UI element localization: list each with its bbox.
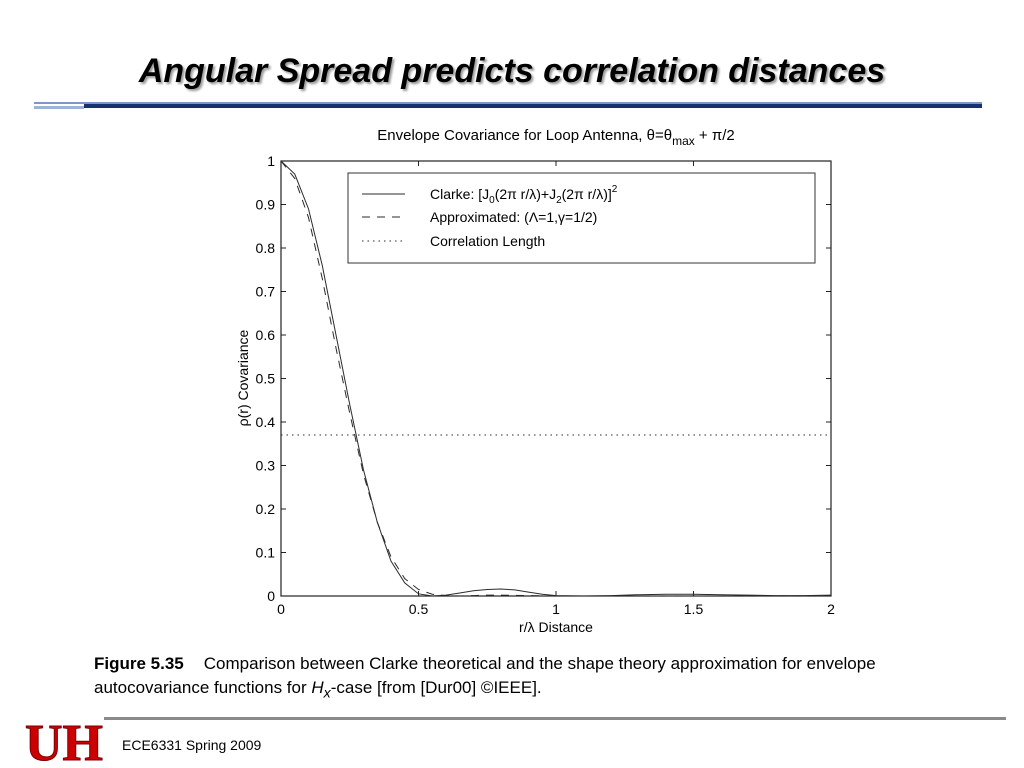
y-tick-label: 0.4	[256, 414, 276, 430]
y-tick-label: 0.8	[256, 240, 276, 256]
uh-logo: UH	[25, 715, 104, 768]
uh-logo-text: UH	[25, 715, 103, 768]
legend-box	[347, 172, 816, 264]
legend: Clarke: [J0(2π r/λ)+J2(2π r/λ)]2 Approxi…	[347, 172, 816, 264]
x-tick-label: 0.5	[409, 601, 429, 617]
caption-hx-sub: x	[323, 685, 331, 702]
y-axis-label: ρ(r) Covariance	[235, 329, 251, 426]
covariance-chart: Envelope Covariance for Loop Antenna, θ=…	[235, 127, 835, 635]
figure-caption: Figure 5.35 Comparison between Clarke the…	[94, 652, 984, 705]
y-tick-label: 0.1	[256, 545, 276, 561]
x-axis-label: r/λ Distance	[519, 619, 593, 635]
legend-label-approx: Approximated: (Λ=1,γ=1/2)	[430, 209, 597, 225]
y-tick-label: 0.5	[256, 371, 276, 387]
x-axis-ticks: 0 0.5 1 1.5 2	[277, 161, 835, 617]
footer-divider	[104, 717, 1006, 720]
series-line-clarke	[280, 160, 832, 597]
y-tick-label: 0.3	[256, 458, 276, 474]
x-tick-label: 2	[827, 601, 835, 617]
x-tick-label: 1	[552, 601, 560, 617]
title-underline	[34, 102, 982, 104]
y-tick-label: 0.2	[256, 501, 276, 517]
caption-text: Comparison between Clarke theoretical an…	[94, 654, 876, 697]
caption-hx: Hx	[311, 678, 330, 701]
figure-label: Figure 5.35	[94, 654, 184, 673]
title-underline-accent	[34, 106, 84, 109]
y-tick-label: 0.9	[256, 197, 276, 213]
y-tick-label: 0.6	[256, 327, 276, 343]
x-tick-label: 1.5	[684, 601, 704, 617]
series-line-approx	[280, 160, 831, 597]
y-tick-label: 0.7	[256, 284, 276, 300]
caption-text-tail: -case [from [Dur00] ©IEEE].	[330, 678, 542, 697]
title-underline-thick	[84, 104, 982, 108]
caption-hx-letter: H	[311, 678, 324, 697]
legend-label-corr-length: Correlation Length	[430, 233, 545, 249]
footer-course-label: ECE6331 Spring 2009	[122, 737, 262, 753]
y-tick-label: 0	[267, 588, 275, 604]
series-layer	[280, 160, 832, 597]
chart-title: Envelope Covariance for Loop Antenna, θ=…	[377, 127, 734, 148]
y-axis-ticks: 0 0.1 0.2 0.3 0.4 0.5 0.6 0.7 0.8 0.9 1	[256, 153, 831, 604]
legend-label-clarke: Clarke: [J0(2π r/λ)+J2(2π r/λ)]2	[430, 184, 618, 206]
x-tick-label: 0	[277, 601, 285, 617]
y-tick-label: 1	[267, 153, 275, 169]
slide-title: Angular Spread predicts correlation dist…	[138, 52, 886, 90]
